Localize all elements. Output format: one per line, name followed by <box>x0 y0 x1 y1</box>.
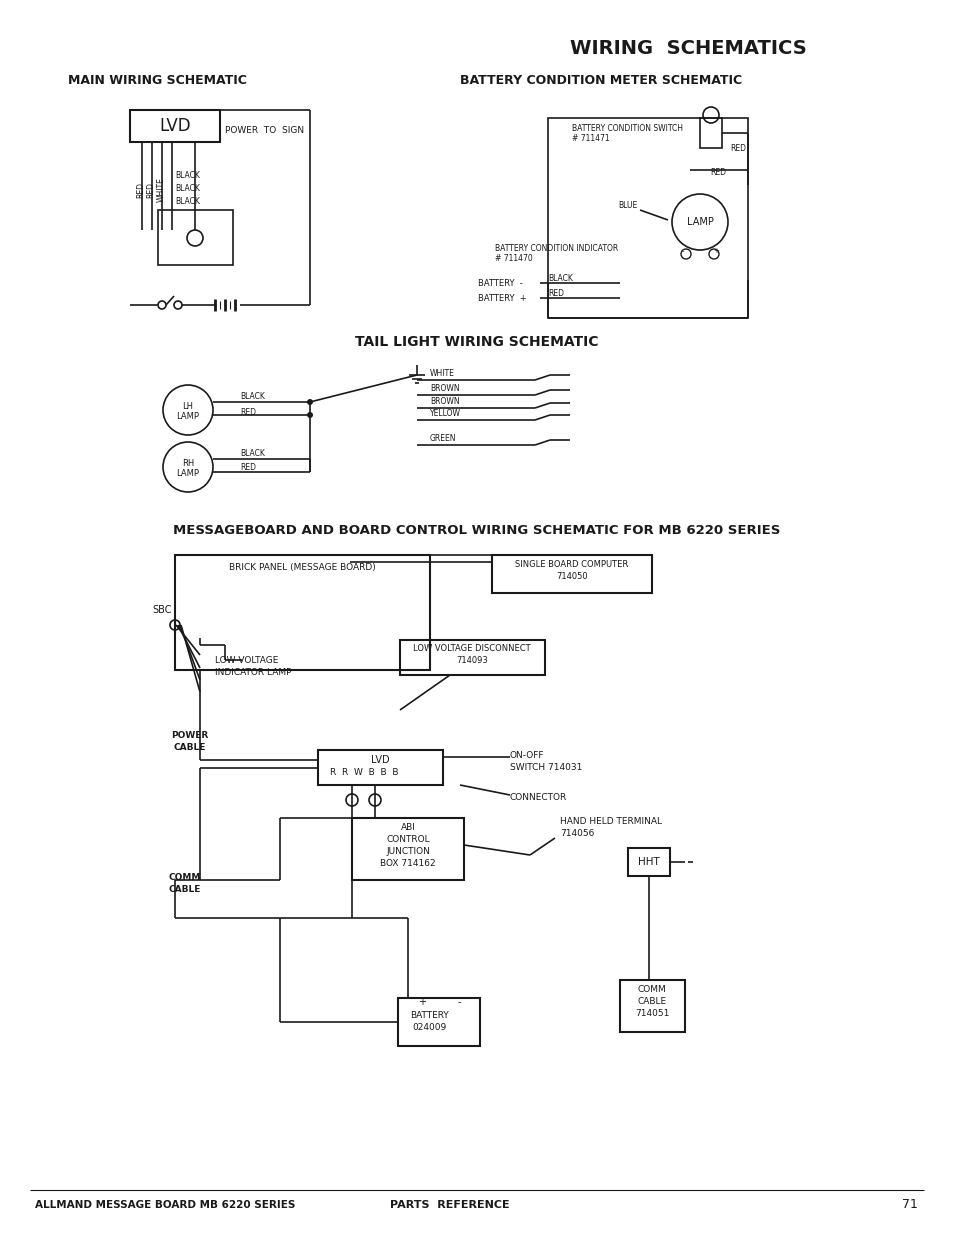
Text: BROWN: BROWN <box>430 384 459 393</box>
Text: BATTERY: BATTERY <box>410 1011 449 1020</box>
Text: MESSAGEBOARD AND BOARD CONTROL WIRING SCHEMATIC FOR MB 6220 SERIES: MESSAGEBOARD AND BOARD CONTROL WIRING SC… <box>173 524 780 536</box>
Text: PARTS  REFERENCE: PARTS REFERENCE <box>390 1200 509 1210</box>
Text: COMM: COMM <box>169 873 201 883</box>
Text: CABLE: CABLE <box>169 885 201 894</box>
Text: ALLMAND MESSAGE BOARD MB 6220 SERIES: ALLMAND MESSAGE BOARD MB 6220 SERIES <box>35 1200 295 1210</box>
Text: POWER: POWER <box>172 730 209 740</box>
Text: ABI: ABI <box>400 824 415 832</box>
Text: GREEN: GREEN <box>430 433 456 442</box>
Text: -: - <box>457 997 461 1007</box>
Bar <box>352 818 463 881</box>
Text: LAMP: LAMP <box>686 217 713 227</box>
Text: # 711470: # 711470 <box>495 253 532 263</box>
Text: BATTERY CONDITION INDICATOR: BATTERY CONDITION INDICATOR <box>495 243 618 252</box>
Text: BLACK: BLACK <box>240 391 265 400</box>
Bar <box>397 998 479 1046</box>
Text: POWER  TO  SIGN: POWER TO SIGN <box>225 126 304 135</box>
Text: INDICATOR LAMP: INDICATOR LAMP <box>214 667 292 677</box>
Text: BATTERY CONDITION METER SCHEMATIC: BATTERY CONDITION METER SCHEMATIC <box>459 74 741 86</box>
Text: CONTROL: CONTROL <box>386 836 430 845</box>
Text: CABLE: CABLE <box>173 742 206 752</box>
Text: BRICK PANEL (MESSAGE BOARD): BRICK PANEL (MESSAGE BOARD) <box>229 562 375 572</box>
Bar <box>619 981 684 1032</box>
Text: # 711471: # 711471 <box>572 133 609 142</box>
Text: SWITCH 714031: SWITCH 714031 <box>510 762 581 772</box>
Text: LH: LH <box>182 401 193 410</box>
Text: 714051: 714051 <box>634 1009 668 1018</box>
Text: JUNCTION: JUNCTION <box>386 847 430 857</box>
Text: BLUE: BLUE <box>618 200 637 210</box>
Text: BLACK: BLACK <box>547 273 572 283</box>
Text: BATTERY  -: BATTERY - <box>477 279 522 288</box>
Text: SBC: SBC <box>152 605 172 615</box>
Text: RED: RED <box>240 408 255 416</box>
Bar <box>174 555 430 671</box>
Bar <box>158 210 233 266</box>
Text: +: + <box>417 997 426 1007</box>
Text: YELLOW: YELLOW <box>430 409 460 417</box>
Text: BROWN: BROWN <box>430 396 459 405</box>
Text: COMM: COMM <box>637 984 666 993</box>
Text: LOW VOLTAGE: LOW VOLTAGE <box>214 656 278 664</box>
Text: RED: RED <box>729 143 745 152</box>
Circle shape <box>307 412 313 417</box>
Text: SINGLE BOARD COMPUTER: SINGLE BOARD COMPUTER <box>515 559 628 568</box>
Text: BOX 714162: BOX 714162 <box>380 860 436 868</box>
Text: WHITE: WHITE <box>430 368 455 378</box>
Text: MAIN WIRING SCHEMATIC: MAIN WIRING SCHEMATIC <box>68 74 247 86</box>
Text: BATTERY  +: BATTERY + <box>477 294 526 303</box>
Text: RED: RED <box>147 182 155 198</box>
Text: RED: RED <box>136 182 146 198</box>
Bar <box>700 119 721 148</box>
Text: LAMP: LAMP <box>176 468 199 478</box>
Text: +: + <box>712 248 719 254</box>
Text: 714050: 714050 <box>556 572 587 580</box>
Text: TAIL LIGHT WIRING SCHEMATIC: TAIL LIGHT WIRING SCHEMATIC <box>355 335 598 350</box>
Text: 714093: 714093 <box>456 656 487 664</box>
Text: 71: 71 <box>902 1198 917 1212</box>
Text: RH: RH <box>182 458 193 468</box>
Bar <box>627 848 669 876</box>
Text: R  R  W  B  B  B: R R W B B B <box>330 767 398 777</box>
Bar <box>547 119 747 317</box>
Text: CONNECTOR: CONNECTOR <box>510 794 567 803</box>
Text: LOW VOLTAGE DISCONNECT: LOW VOLTAGE DISCONNECT <box>413 643 530 652</box>
Bar <box>130 110 220 142</box>
Text: RED: RED <box>240 462 255 472</box>
Text: LAMP: LAMP <box>176 411 199 420</box>
Text: 714056: 714056 <box>559 830 594 839</box>
Text: ON-OFF: ON-OFF <box>510 751 544 760</box>
Text: BATTERY CONDITION SWITCH: BATTERY CONDITION SWITCH <box>572 124 682 132</box>
Bar <box>317 750 442 785</box>
Text: BLACK: BLACK <box>174 184 200 193</box>
Text: HAND HELD TERMINAL: HAND HELD TERMINAL <box>559 818 661 826</box>
Bar <box>492 555 651 593</box>
Text: LVD: LVD <box>159 117 191 135</box>
Text: BLACK: BLACK <box>174 170 200 179</box>
Text: WIRING  SCHEMATICS: WIRING SCHEMATICS <box>569 38 806 58</box>
Text: RED: RED <box>709 168 725 177</box>
Text: CABLE: CABLE <box>637 997 666 1005</box>
Circle shape <box>307 399 313 405</box>
Text: 024009: 024009 <box>413 1024 447 1032</box>
Text: -: - <box>681 248 683 254</box>
Bar <box>399 640 544 676</box>
Text: HHT: HHT <box>638 857 659 867</box>
Text: BLACK: BLACK <box>240 448 265 457</box>
Text: RED: RED <box>547 289 563 298</box>
Text: WHITE: WHITE <box>156 178 165 203</box>
Text: LVD: LVD <box>371 755 389 764</box>
Text: BLACK: BLACK <box>174 196 200 205</box>
